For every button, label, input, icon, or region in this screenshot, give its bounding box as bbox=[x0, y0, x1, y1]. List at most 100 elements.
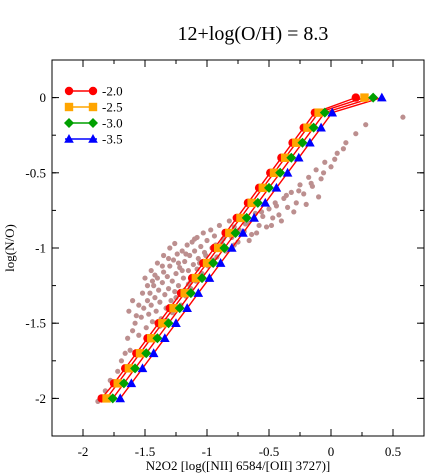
legend-marker-left-3 bbox=[64, 134, 74, 143]
observed-point-27 bbox=[161, 269, 167, 275]
observed-point-51 bbox=[190, 261, 196, 268]
observed-point-94 bbox=[313, 167, 319, 173]
observed-point-56 bbox=[198, 243, 204, 250]
observed-point-131 bbox=[165, 255, 172, 262]
series-1-marker-12 bbox=[236, 213, 245, 223]
observed-point-135 bbox=[144, 283, 151, 289]
observed-point-8 bbox=[130, 328, 136, 334]
y-tick-label-1: -1.5 bbox=[25, 316, 46, 331]
observed-point-55 bbox=[195, 255, 201, 262]
series-3-marker-19 bbox=[327, 107, 338, 117]
observed-point-46 bbox=[184, 242, 190, 248]
observed-point-136 bbox=[136, 302, 142, 308]
series-0-marker-20 bbox=[351, 93, 360, 102]
series-2-marker-9 bbox=[208, 258, 219, 269]
observed-point-4 bbox=[118, 358, 125, 364]
observed-point-107 bbox=[154, 260, 160, 266]
observed-point-17 bbox=[148, 302, 154, 308]
series-1-marker-18 bbox=[303, 123, 312, 132]
series-1-marker-4 bbox=[147, 334, 156, 343]
series-1-marker-9 bbox=[202, 258, 212, 268]
observed-point-109 bbox=[167, 245, 173, 251]
observed-point-64 bbox=[211, 233, 218, 239]
y-tick-label-4: 0 bbox=[40, 90, 47, 105]
observed-point-38 bbox=[174, 251, 180, 257]
series-3-marker-10 bbox=[227, 243, 237, 252]
observed-point-35 bbox=[170, 257, 177, 263]
series-1-marker-0 bbox=[102, 394, 111, 403]
series-1-marker-11 bbox=[225, 228, 234, 238]
series-1-marker-7 bbox=[180, 288, 189, 298]
observed-point-127 bbox=[303, 201, 309, 207]
observed-point-105 bbox=[142, 275, 148, 281]
observed-point-39 bbox=[175, 283, 182, 289]
y-axis-label: log(N/O) bbox=[2, 224, 17, 272]
observed-point-130 bbox=[159, 263, 165, 269]
observed-point-28 bbox=[162, 292, 168, 298]
x-tick-label-1: -1.5 bbox=[135, 444, 156, 459]
observed-point-154 bbox=[340, 146, 346, 152]
legend-marker-left-0 bbox=[64, 86, 74, 96]
series-1-marker-15 bbox=[269, 168, 279, 177]
observed-point-20 bbox=[152, 295, 158, 301]
legend-marker-right-0 bbox=[88, 86, 98, 96]
observed-point-83 bbox=[270, 215, 276, 221]
observed-point-129 bbox=[149, 278, 156, 284]
series-3-marker-15 bbox=[282, 167, 293, 177]
series-2-marker-4 bbox=[152, 333, 163, 344]
series-3-marker-4 bbox=[160, 333, 170, 343]
observed-point-152 bbox=[320, 170, 327, 176]
series-1-marker-3 bbox=[135, 349, 145, 358]
series-3-marker-7 bbox=[193, 288, 204, 297]
series-3-marker-1 bbox=[126, 378, 137, 388]
series-3-marker-13 bbox=[260, 197, 271, 207]
series-1-marker-2 bbox=[124, 364, 134, 373]
legend-label-2: -3.0 bbox=[102, 116, 123, 131]
observed-point-34 bbox=[169, 278, 175, 284]
observed-point-33 bbox=[168, 298, 174, 304]
observed-point-16 bbox=[147, 290, 153, 296]
observed-point-91 bbox=[301, 191, 307, 197]
series-1-marker-14 bbox=[258, 183, 267, 193]
series-3-marker-8 bbox=[204, 273, 215, 282]
observed-point-9 bbox=[132, 320, 138, 326]
legend-marker-right-1 bbox=[88, 102, 98, 112]
observed-point-23 bbox=[156, 287, 162, 293]
observed-point-18 bbox=[149, 319, 156, 325]
series-3-marker-14 bbox=[271, 182, 282, 192]
legend-marker-left-2 bbox=[64, 118, 74, 128]
series-1-marker-17 bbox=[292, 138, 301, 147]
legend-label-1: -2.5 bbox=[102, 100, 123, 115]
series-3-marker-9 bbox=[215, 258, 226, 267]
series-3-marker-17 bbox=[305, 137, 315, 147]
series-2-marker-5 bbox=[163, 318, 174, 329]
observed-point-98 bbox=[334, 150, 340, 156]
observed-point-95 bbox=[318, 176, 324, 182]
series-2-marker-10 bbox=[219, 243, 230, 253]
series-1-marker-8 bbox=[191, 273, 201, 283]
observed-point-3 bbox=[115, 368, 121, 374]
observed-point-101 bbox=[363, 122, 369, 128]
legend-marker-right-2 bbox=[88, 118, 98, 128]
chart-title: 12+log(O/H) = 8.3 bbox=[178, 23, 329, 45]
observed-point-123 bbox=[254, 230, 260, 236]
observed-point-13 bbox=[143, 325, 149, 331]
series-2-marker-13 bbox=[252, 197, 263, 208]
observed-point-124 bbox=[268, 222, 275, 229]
observed-point-36 bbox=[172, 289, 178, 295]
observed-point-87 bbox=[285, 204, 291, 210]
observed-point-60 bbox=[204, 237, 210, 244]
x-tick-label-4: 0 bbox=[328, 444, 335, 459]
series-2-marker-16 bbox=[286, 152, 297, 163]
x-tick-label-0: -2 bbox=[78, 444, 89, 459]
observed-point-108 bbox=[161, 252, 167, 259]
y-tick-label-3: -0.5 bbox=[25, 165, 46, 180]
series-2-marker-15 bbox=[275, 167, 286, 178]
series-2-marker-17 bbox=[297, 137, 308, 148]
observed-point-80 bbox=[260, 213, 266, 220]
observed-point-148 bbox=[272, 200, 278, 206]
series-3-marker-11 bbox=[238, 227, 248, 237]
series-3-marker-12 bbox=[249, 212, 259, 222]
observed-point-26 bbox=[159, 279, 165, 286]
series-2-marker-6 bbox=[174, 303, 185, 314]
